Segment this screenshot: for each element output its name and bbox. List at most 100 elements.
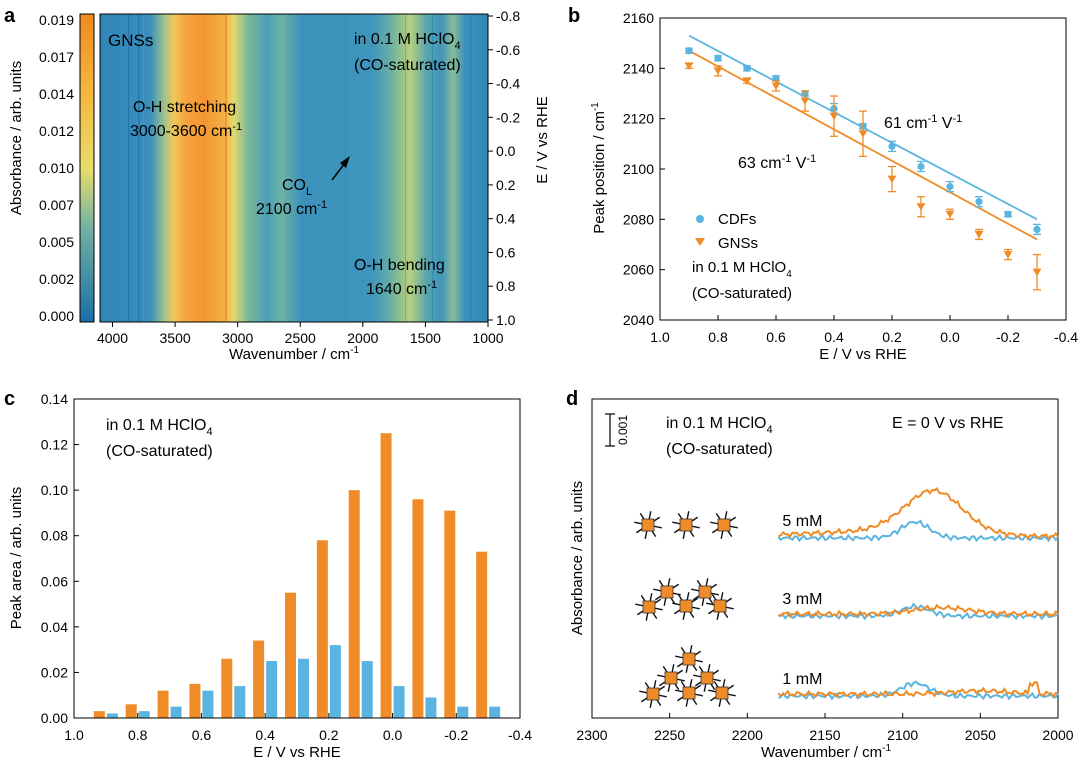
colorbar [79, 13, 95, 323]
point-gns [742, 77, 752, 85]
y-axis-label-left: Absorbance / arb. units [8, 61, 25, 215]
point-gns [829, 112, 839, 121]
heatmap-streak [225, 14, 227, 322]
y-tick-label: 0.14 [41, 391, 68, 407]
y-tick-label: 0.04 [41, 619, 68, 635]
x-tick-label: 2250 [654, 727, 685, 743]
bar-cdf [457, 706, 469, 718]
nanocluster-core [660, 585, 674, 599]
colorbar-tick-label: 0.012 [39, 123, 74, 139]
point-cdf [743, 64, 751, 72]
bar-cdf [106, 713, 118, 718]
nanocluster-core [679, 599, 693, 613]
nanocluster-core [682, 652, 696, 666]
nanocluster-core [646, 687, 660, 701]
y-axis-label: Absorbance / arb. units [569, 481, 586, 635]
point-gns [771, 82, 781, 90]
point-cdf [1004, 210, 1012, 218]
slope-cdf: 61 cm-1 V-1 [884, 113, 962, 132]
spectrum-cdf [777, 519, 1059, 543]
heatmap-streak [138, 14, 140, 322]
bar-gns [412, 499, 424, 718]
note-condition: (CO-saturated) [666, 441, 773, 458]
heatmap-texture [128, 14, 472, 322]
nanocluster-core [715, 686, 729, 700]
scale-bar-label: 0.001 [616, 415, 630, 445]
y-axis-label-right: E / V vs RHE [534, 96, 551, 184]
colorbar-tick-label: 0.002 [39, 271, 74, 287]
x-tick-label: 0.6 [192, 727, 212, 743]
y-tick-label: 0.00 [41, 710, 68, 726]
y-tick-label: 2160 [623, 10, 654, 26]
panel-label-d: d [566, 388, 578, 410]
x-axis-label: Wavenumber / cm-1 [761, 743, 891, 761]
y-tick-label: 0.10 [41, 482, 68, 498]
nanocluster-core [713, 599, 727, 613]
heatmap-streak [128, 14, 130, 322]
axes: 1.0 0.8 0.6 0.4 0.2 0.0 -0.2 -0.4 0.00 0.02 0.04 0.… [41, 391, 533, 743]
bar-cdf [489, 706, 501, 718]
panel-a-heatmap: 0.019 0.017 0.014 0.012 0.010 0.007 0.005 0.002… [8, 8, 551, 363]
x-tick-label: 0.2 [882, 329, 902, 345]
plot-frame [591, 398, 1059, 719]
legend-marker-gns [695, 238, 705, 246]
right-axis-ticks: -0.8 -0.6 -0.4 -0.2 0.0 0.2 0.4 0.6 0.8 1.0 [488, 8, 520, 328]
nanocluster-core [700, 671, 714, 685]
point-cdf [714, 54, 722, 62]
y-tick-label: 2120 [623, 111, 654, 127]
point-cdf [772, 74, 780, 82]
note-condition: (CO-saturated) [692, 285, 792, 302]
arrow-shaft [331, 162, 346, 181]
bar-cdf [361, 661, 373, 718]
bar-gns [221, 658, 233, 718]
heatmap-streak [405, 14, 406, 322]
y-tick-label: 0.08 [41, 528, 68, 544]
bar-cdf [170, 706, 182, 718]
x-tick-label: 2200 [732, 727, 763, 743]
point-gns [684, 62, 694, 70]
x-axis-label: Wavenumber / cm-1 [229, 345, 359, 363]
note-condition: (CO-saturated) [106, 443, 213, 460]
point-gns [974, 230, 984, 239]
right-tick-label: -0.2 [496, 109, 520, 125]
annotation-co: COL [282, 177, 312, 198]
annotation-oh-stretch-range: 3000-3600 cm-1 [130, 121, 242, 140]
annotation-oh-bend: O-H bending [354, 257, 445, 274]
x-tick-label: 1.0 [650, 329, 670, 345]
bar-gns [348, 490, 360, 718]
colorbar-tick-label: 0.010 [39, 160, 74, 176]
colorbar-tick-label: 0.005 [39, 234, 74, 250]
x-tick-label: 0.8 [708, 329, 728, 345]
x-tick-label: -0.2 [996, 329, 1020, 345]
x-tick-label: -0.4 [1054, 329, 1078, 345]
spectrum-cdf [778, 680, 1059, 701]
axes: 2300 2250 2200 2150 2100 2050 2000 [576, 713, 1074, 743]
heatmap-streak [432, 14, 433, 322]
panel-label-a: a [4, 5, 16, 27]
colorbar-tick-label: 0.014 [39, 86, 74, 102]
bar-gns [125, 704, 137, 718]
x-tick-label: 2000 [1042, 727, 1073, 743]
concentration-label: 3 mM [782, 591, 822, 608]
arrow-head [340, 156, 350, 168]
concentration-label: 5 mM [782, 513, 822, 530]
point-gns [858, 130, 868, 138]
point-gns [887, 175, 897, 184]
colorbar-ticks: 0.019 0.017 0.014 0.012 0.010 0.007 0.005 0.002… [39, 12, 74, 324]
bar-cdf [298, 658, 309, 718]
panel-label-c: c [4, 388, 15, 410]
note-electrolyte: in 0.1 M HClO4 [666, 415, 773, 436]
y-tick-label: 2060 [623, 262, 654, 278]
y-axis-label: Peak position / cm-1 [590, 102, 608, 234]
x-tick-label: 2000 [347, 330, 378, 346]
x-tick-label: 0.6 [766, 329, 786, 345]
x-axis-label: E / V vs RHE [253, 744, 341, 761]
x-tick-label: 2500 [285, 330, 316, 346]
annotation-co-wn: 2100 cm-1 [256, 199, 327, 218]
point-gns [1003, 251, 1013, 259]
spectra: 5 mM 3 mM 1 mM [777, 486, 1059, 701]
heatmap-image [100, 14, 488, 322]
nanocluster-core [664, 671, 678, 685]
annotation-oh-stretch: O-H stretching [133, 99, 236, 116]
